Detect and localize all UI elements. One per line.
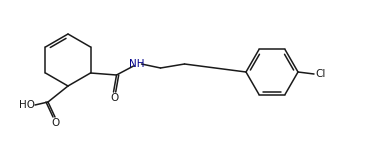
Text: O: O	[110, 93, 119, 103]
Text: Cl: Cl	[316, 69, 326, 79]
Text: HO: HO	[19, 100, 35, 110]
Text: NH: NH	[129, 59, 144, 69]
Text: O: O	[52, 118, 60, 128]
